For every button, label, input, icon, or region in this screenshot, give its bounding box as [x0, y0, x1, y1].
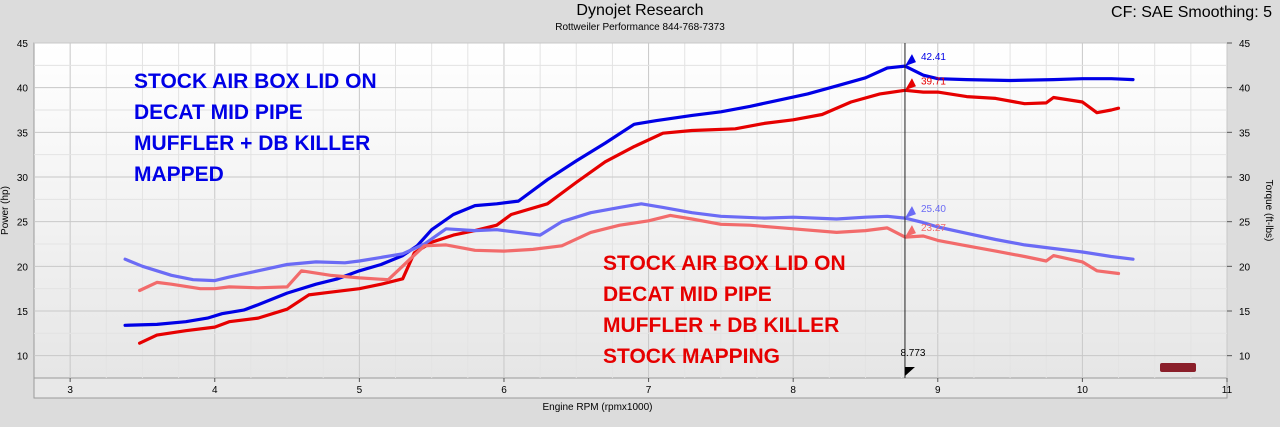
- series-line-blue-torque: [123, 202, 1135, 283]
- chart-subtitle: Rottweiler Performance 844-768-7373: [555, 22, 725, 33]
- y-left-tick-label: 25: [17, 218, 29, 229]
- y-left-tick-label: 15: [17, 307, 29, 318]
- correction-factor-label: CF: SAE Smoothing: 5: [1111, 4, 1272, 21]
- annotation-blue-line: MAPPED: [134, 163, 224, 186]
- grid-lines: [34, 42, 1228, 378]
- cursor-value-marker: [904, 206, 916, 219]
- y-left-tick-label: 30: [17, 173, 29, 184]
- y-left-tick-label: 40: [17, 84, 29, 95]
- y-right-tick-label: 30: [1239, 173, 1251, 184]
- annotation-red-line: MUFFLER + DB KILLER: [603, 314, 840, 337]
- x-tick-label: 7: [646, 385, 652, 396]
- x-tick-label: 8: [790, 385, 796, 396]
- y-left-tick-label: 20: [17, 262, 29, 273]
- y-left-tick-label: 10: [17, 352, 29, 363]
- series-lines: [123, 64, 1135, 345]
- x-tick-label: 4: [212, 385, 218, 396]
- annotation-red: STOCK AIR BOX LID ON DECAT MID PIPE MUFF…: [603, 248, 846, 372]
- y-right-tick-label: 15: [1239, 307, 1251, 318]
- cursor-value-label: 23.27: [921, 223, 946, 234]
- cursor-value-marker: [904, 54, 916, 67]
- y-right-tick-label: 20: [1239, 262, 1251, 273]
- cursor-value-label: 39.71: [921, 76, 946, 87]
- x-tick-label: 5: [357, 385, 363, 396]
- y-left-tick-label: 45: [17, 39, 29, 50]
- chart-title: Dynojet Research: [576, 2, 704, 19]
- y-right-tick-label: 35: [1239, 128, 1251, 139]
- annotation-blue-line: STOCK AIR BOX LID ON: [134, 70, 377, 93]
- annotation-blue-line: DECAT MID PIPE: [134, 101, 303, 124]
- series-line-blue-power: [123, 64, 1135, 327]
- x-tick-label: 9: [935, 385, 941, 396]
- cursor-value-label: 42.41: [921, 52, 946, 63]
- cursor-value-label: 25.40: [921, 204, 946, 215]
- annotation-red-line: STOCK AIR BOX LID ON: [603, 252, 846, 275]
- x-tick-label: 6: [501, 385, 507, 396]
- axis-labels: Engine RPM (rpmx1000) Power (hp) Torque (f…: [0, 180, 1274, 413]
- cursor-marker: [904, 367, 915, 376]
- x-axis-title: Engine RPM (rpmx1000): [542, 402, 652, 413]
- series-line-red-power: [138, 88, 1121, 345]
- y-right-tick-label: 10: [1239, 352, 1251, 363]
- cursor-value-marker: [904, 225, 916, 238]
- y-left-tick-label: 35: [17, 128, 29, 139]
- x-tick-label: 10: [1077, 385, 1089, 396]
- y-right-tick-label: 25: [1239, 218, 1251, 229]
- y-left-axis-title: Power (hp): [0, 186, 11, 235]
- annotation-blue-line: MUFFLER + DB KILLER: [134, 132, 371, 155]
- annotation-blue: STOCK AIR BOX LID ON DECAT MID PIPE MUFF…: [134, 66, 377, 190]
- y-right-tick-label: 40: [1239, 84, 1251, 95]
- dynojet-logo-icon: [1160, 363, 1196, 372]
- annotation-red-line: STOCK MAPPING: [603, 345, 780, 368]
- series-line-red-torque: [138, 213, 1121, 293]
- y-right-tick-label: 45: [1239, 39, 1251, 50]
- x-tick-label: 3: [67, 385, 73, 396]
- cursor-value-marker: [904, 78, 916, 91]
- y-right-axis-title: Torque (ft-lbs): [1263, 180, 1274, 242]
- cursor-rpm-label: 8.773: [900, 348, 925, 359]
- x-tick-label: 11: [1222, 385, 1233, 396]
- annotation-red-line: DECAT MID PIPE: [603, 283, 772, 306]
- rpm-cursor: 8.773 42.41 39.71 25.40 23.27: [900, 43, 1196, 378]
- x-axis-band: [33, 377, 1228, 399]
